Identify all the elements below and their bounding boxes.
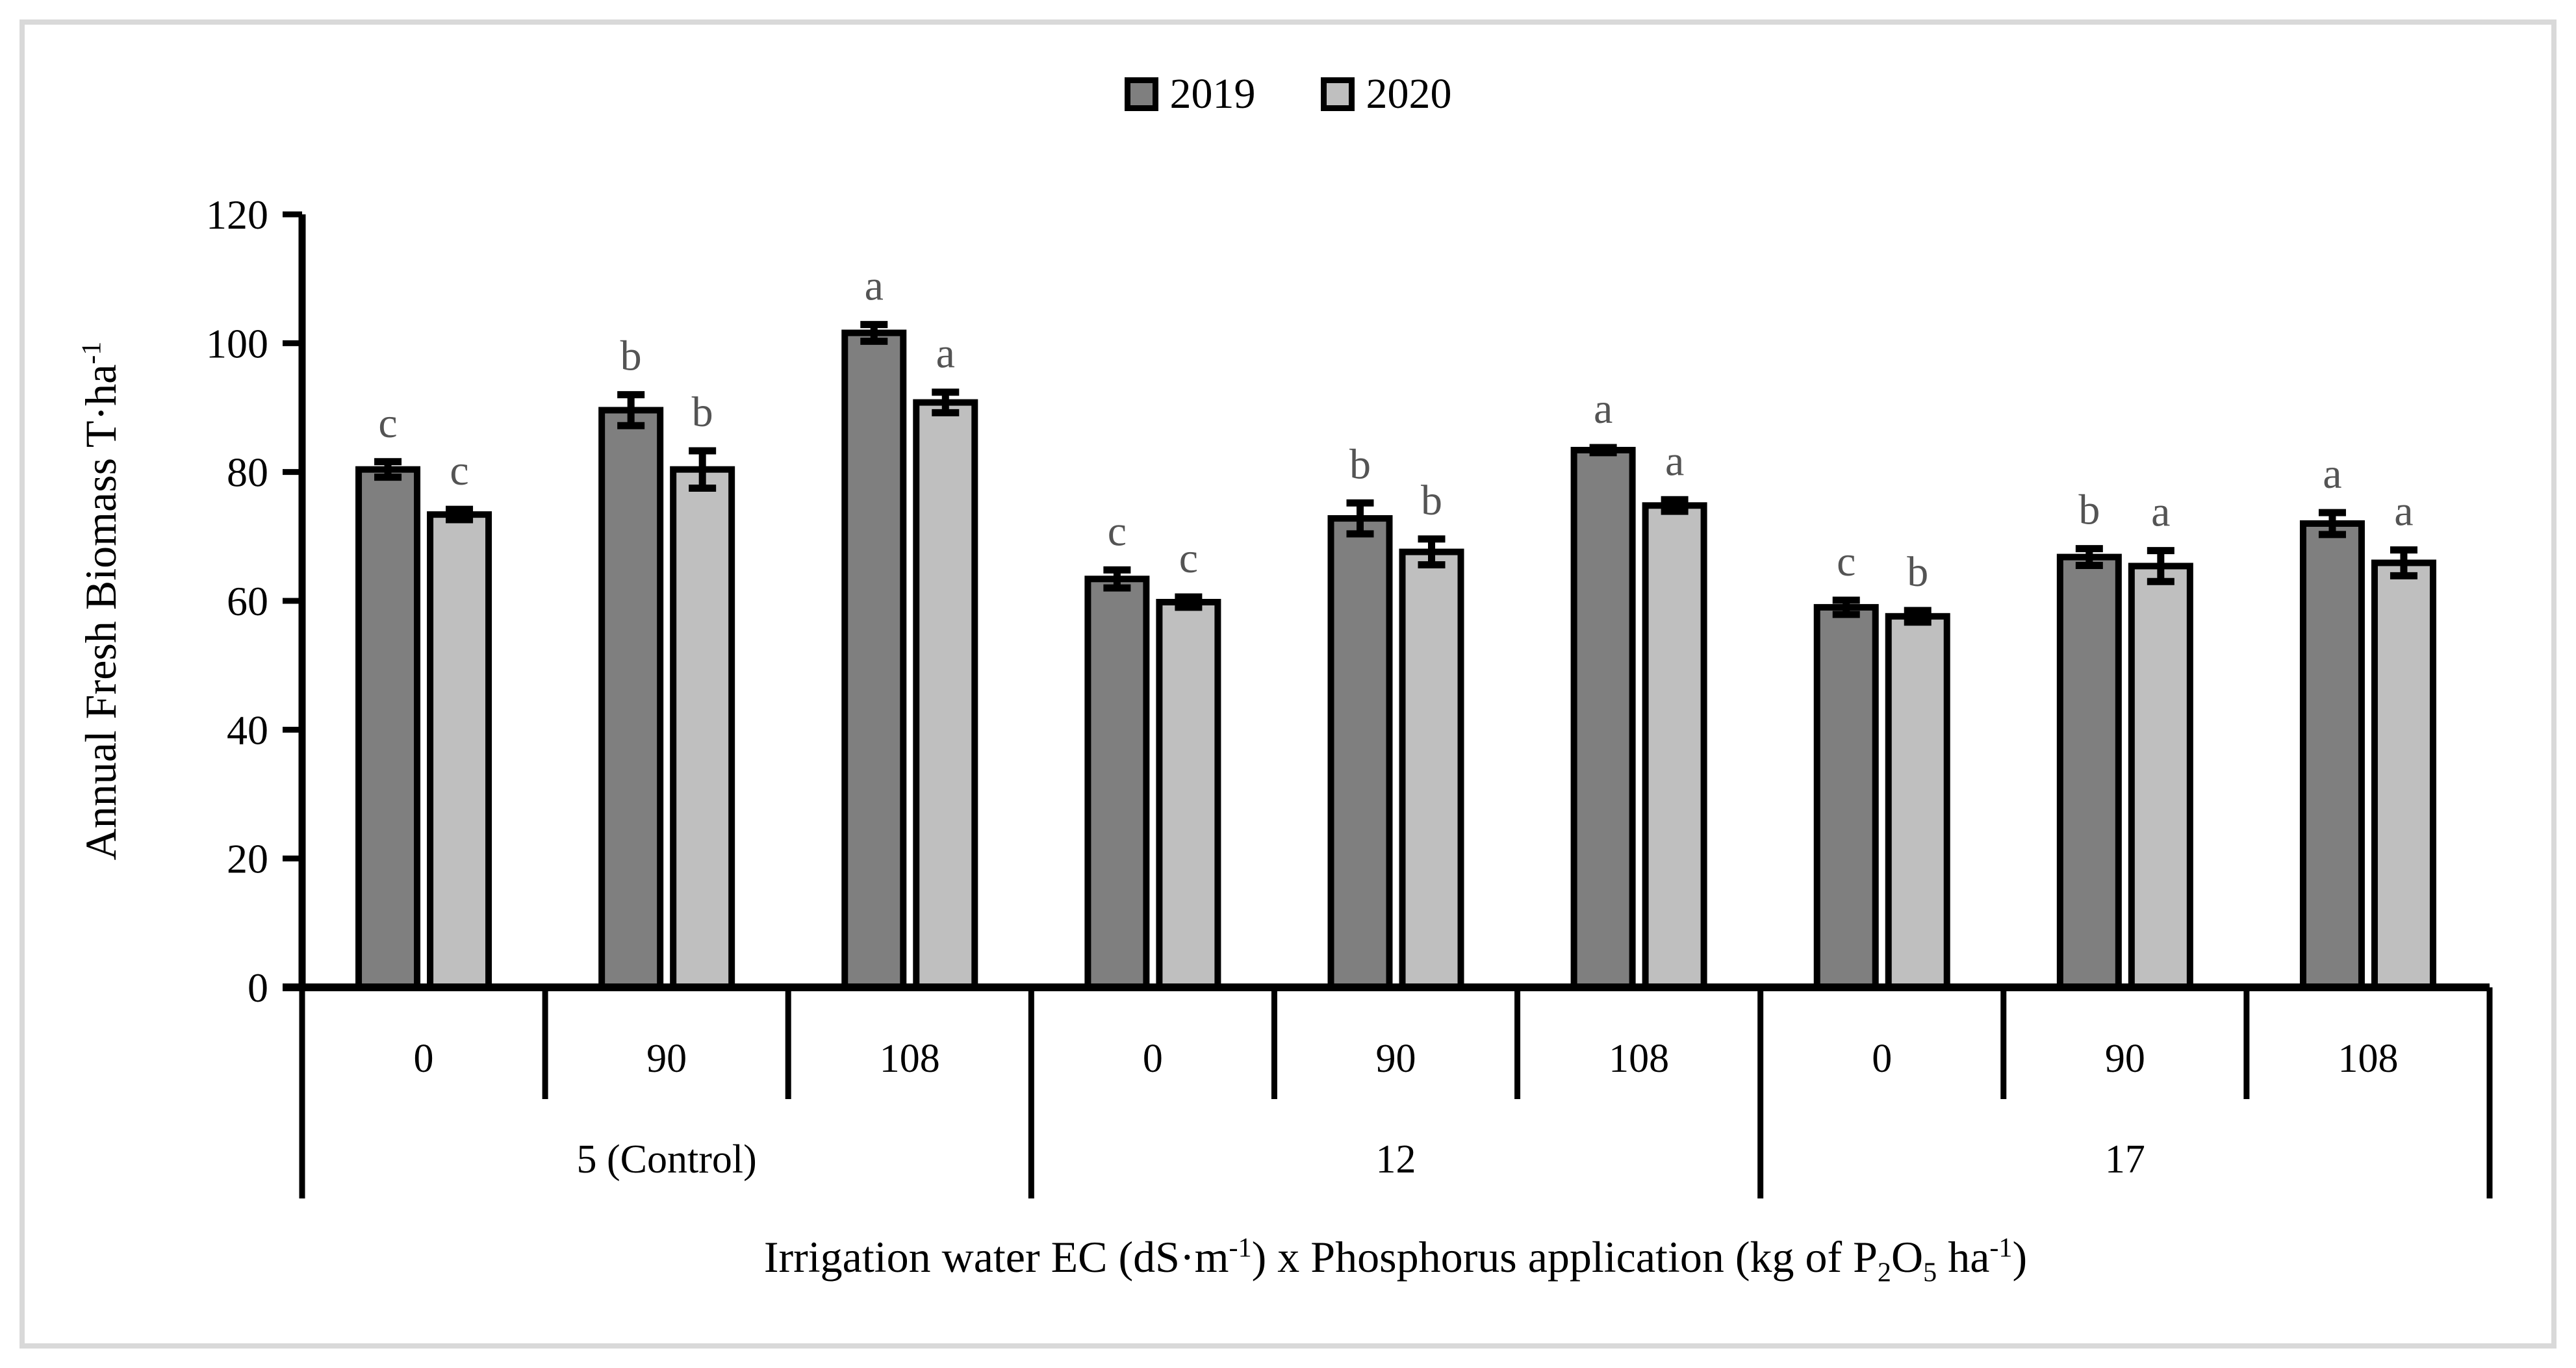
bar-2019-17-0: [1813, 603, 1879, 991]
title-segment: Annual Fresh Biomass T·ha: [76, 364, 125, 861]
significance-letter: b: [1907, 548, 1928, 596]
group-label: 12: [1376, 1137, 1416, 1182]
legend-item-2020: 2020: [1320, 70, 1452, 118]
bar-2020-5-90: [670, 466, 735, 991]
legend-item-2019: 2019: [1124, 70, 1256, 118]
y-tick-label: 0: [248, 965, 268, 1011]
title-segment: Irrigation water EC (dS·m: [763, 1232, 1229, 1282]
significance-letter: a: [936, 330, 955, 377]
significance-letter: c: [1837, 538, 1855, 585]
significance-letter: b: [1421, 477, 1442, 524]
bar-2020-17-0: [1885, 613, 1950, 991]
significance-letter: a: [2394, 488, 2413, 535]
bar-2019-12-90: [1327, 515, 1393, 991]
bar-2019-5-108: [841, 329, 907, 991]
title-segment-sup: -1: [1989, 1232, 2013, 1263]
significance-letter: a: [1594, 385, 1613, 433]
significance-letter: c: [450, 447, 468, 494]
legend-swatch-2019: [1124, 77, 1158, 111]
y-tick-label: 40: [227, 707, 268, 753]
title-segment-sup: -1: [1229, 1232, 1252, 1263]
significance-letter: b: [2078, 487, 2100, 534]
y-tick-label: 100: [206, 320, 268, 366]
y-tick-label: 60: [227, 578, 268, 624]
bar-2019-17-90: [2056, 553, 2122, 991]
category-label: 108: [880, 1037, 940, 1081]
y-tick-label: 20: [227, 836, 268, 882]
bar-2019-12-0: [1084, 576, 1150, 991]
bar-2019-5-90: [598, 407, 664, 991]
bar-2020-5-108: [913, 399, 978, 991]
title-segment: ): [2012, 1232, 2028, 1282]
legend: 2019 2020: [1124, 70, 1452, 118]
significance-letter: c: [1108, 507, 1127, 555]
category-label: 0: [1872, 1037, 1892, 1081]
legend-label-2019: 2019: [1169, 70, 1256, 118]
significance-letter: a: [1665, 437, 1684, 485]
significance-letter: b: [620, 333, 642, 380]
legend-swatch-2020: [1320, 77, 1355, 111]
significance-letter: a: [2151, 488, 2170, 536]
title-segment-sub: 2: [1877, 1257, 1892, 1288]
category-label: 108: [1609, 1037, 1669, 1081]
significance-letter: c: [378, 399, 397, 447]
title-segment: ha: [1937, 1232, 1990, 1282]
significance-letter: a: [2323, 450, 2341, 498]
title-segment-sup: -1: [76, 341, 107, 364]
bar-2020-5-0: [427, 511, 492, 991]
significance-letter: c: [1179, 535, 1198, 582]
significance-letter: a: [865, 262, 884, 310]
title-segment: O: [1891, 1232, 1924, 1282]
bar-2020-17-90: [2128, 563, 2193, 991]
category-label: 90: [646, 1037, 687, 1081]
group-label: 5 (Control): [577, 1137, 757, 1182]
category-label: 0: [1143, 1037, 1163, 1081]
title-segment-sub: 5: [1923, 1257, 1937, 1288]
category-label: 90: [2105, 1037, 2145, 1081]
category-label: 90: [1376, 1037, 1416, 1081]
bar-2019-12-108: [1570, 446, 1636, 991]
group-label: 17: [2105, 1137, 2145, 1182]
bar-2020-12-108: [1642, 502, 1707, 991]
significance-letter: b: [692, 388, 713, 436]
bar-2020-12-90: [1399, 548, 1464, 991]
y-axis-title: Annual Fresh Biomass T·ha-1: [76, 341, 125, 861]
category-label: 108: [2338, 1037, 2398, 1081]
bar-2020-17-108: [2371, 559, 2436, 991]
significance-letter: b: [1349, 440, 1371, 488]
bar-2020-12-0: [1156, 598, 1221, 991]
y-tick-label: 80: [227, 450, 268, 496]
legend-label-2020: 2020: [1366, 70, 1452, 118]
bar-2019-17-108: [2299, 520, 2365, 991]
y-tick-label: 120: [206, 192, 268, 238]
category-label: 0: [414, 1037, 434, 1081]
bar-2019-5-0: [355, 466, 421, 991]
title-segment: ) x Phosphorus application (kg of P: [1251, 1232, 1878, 1282]
x-axis-title: Irrigation water EC (dS·m-1) x Phosphoru…: [763, 1232, 2028, 1286]
